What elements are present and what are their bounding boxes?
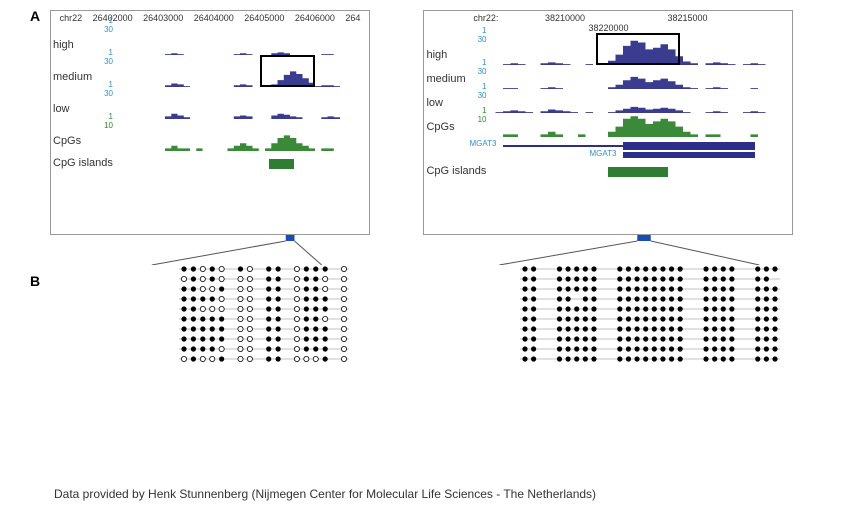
track-cpg-islands-right: CpG islands (424, 161, 792, 179)
ymin: 1 (109, 80, 113, 89)
tick: 264 (345, 13, 360, 23)
connector-svg (50, 235, 383, 265)
left-column: chr22 26402000 26403000 26404000 2640500… (50, 10, 383, 369)
track-label-cpg-islands: CpG islands (426, 165, 486, 177)
track-high-left: high 30 1 (51, 25, 369, 57)
track-label-medium: medium (426, 73, 465, 85)
tick: 38220000 (588, 23, 628, 33)
signal-area (115, 29, 365, 55)
cpg-island-bar (608, 167, 668, 177)
connector-right (423, 235, 806, 265)
chrom-left: chr22 (60, 13, 83, 23)
ymin: 1 (482, 26, 486, 35)
right-browser-panel: chr22: 38210000 38215000 38220000 high 3… (423, 10, 793, 235)
tick: 26403000 (143, 13, 183, 23)
track-cpg-islands-left: CpG islands (51, 153, 369, 171)
ymax: 10 (104, 121, 113, 130)
signal-area (488, 111, 788, 137)
left-coords: chr22 26402000 26403000 26404000 2640500… (51, 11, 369, 25)
gene-track: MGAT3 MGAT3 (424, 139, 792, 161)
ymax: 30 (478, 67, 487, 76)
tick: 38210000 (545, 13, 585, 23)
ymax: 30 (104, 57, 113, 66)
gene-label: MGAT3 (469, 139, 496, 148)
signal-area (488, 39, 788, 65)
ymax: 30 (478, 35, 487, 44)
lollipop-left (50, 265, 383, 369)
ymin: 1 (109, 112, 113, 121)
right-coords: chr22: 38210000 38215000 38220000 (424, 11, 792, 35)
ymax: 30 (104, 89, 113, 98)
signal-area (115, 125, 365, 151)
ymin: 1 (482, 58, 486, 67)
track-low-left: low 30 1 (51, 89, 369, 121)
track-cpgs-right: CpGs 10 1 (424, 115, 792, 139)
track-label-high: high (426, 49, 447, 61)
chrom-right: chr22: (473, 13, 498, 23)
tick: 26406000 (295, 13, 335, 23)
track-label-medium: medium (53, 71, 92, 83)
connector-left (50, 235, 383, 265)
tick: 38215000 (668, 13, 708, 23)
gene-label: MGAT3 (589, 149, 616, 158)
panel-a-label: A (30, 8, 40, 24)
lollipop-right (423, 265, 806, 369)
ymax: 30 (104, 25, 113, 34)
right-column: chr22: 38210000 38215000 38220000 high 3… (423, 10, 806, 369)
tick: 26405000 (244, 13, 284, 23)
signal-area (488, 87, 788, 113)
signal-area (115, 93, 365, 119)
ymin: 1 (482, 82, 486, 91)
track-label-cpg-islands: CpG islands (53, 157, 113, 169)
track-label-high: high (53, 39, 74, 51)
track-label-low: low (426, 97, 443, 109)
track-cpgs-left: CpGs 10 1 (51, 121, 369, 153)
tick: 26404000 (194, 13, 234, 23)
credit-text: Data provided by Henk Stunnenberg (Nijme… (54, 487, 596, 501)
cpg-island-bar (269, 159, 294, 169)
connector-svg (423, 235, 806, 265)
figure-row: chr22 26402000 26403000 26404000 2640500… (0, 0, 856, 369)
ymin: 1 (109, 48, 113, 57)
ymax: 10 (478, 115, 487, 124)
panel-b-label: B (30, 273, 40, 289)
ymin: 1 (109, 16, 113, 25)
left-browser-panel: chr22 26402000 26403000 26404000 2640500… (50, 10, 370, 235)
signal-area (488, 63, 788, 89)
track-medium-left: medium 30 1 (51, 57, 369, 89)
ymax: 30 (478, 91, 487, 100)
signal-area (115, 61, 365, 87)
track-label-cpgs: CpGs (426, 121, 454, 133)
ymin: 1 (482, 106, 486, 115)
track-label-cpgs: CpGs (53, 135, 81, 147)
track-label-low: low (53, 103, 70, 115)
